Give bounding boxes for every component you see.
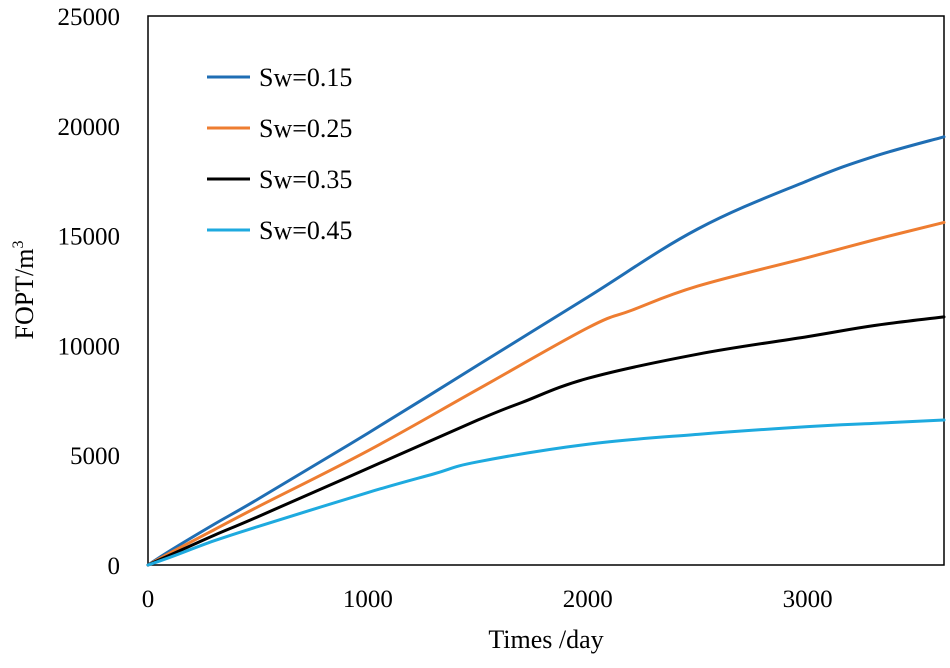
x-tick-label: 1000 [343, 586, 393, 613]
series-line-1 [146, 135, 946, 567]
x-tick-label: 3000 [783, 586, 833, 613]
series-line-3 [146, 315, 946, 567]
y-axis-ticks: 0 5000 10000 15000 20000 25000 [58, 4, 121, 580]
y-tick-label: 5000 [70, 443, 120, 470]
series-layer [146, 135, 946, 567]
x-tick-label: 0 [142, 586, 155, 613]
series-line-2 [146, 220, 946, 567]
legend: Sw=0.15 Sw=0.25 Sw=0.35 Sw=0.45 [207, 63, 352, 245]
legend-label-2: Sw=0.25 [259, 114, 352, 143]
x-axis-ticks: 0 1000 2000 3000 [142, 586, 833, 613]
y-axis-title-main: FOPT/m [10, 248, 39, 339]
legend-label-4: Sw=0.45 [259, 216, 352, 245]
x-axis-title: Times /day [488, 625, 603, 654]
y-axis-title: FOPT/m3 [10, 240, 39, 339]
legend-label-3: Sw=0.35 [259, 165, 352, 194]
y-tick-label: 25000 [58, 4, 121, 31]
y-tick-label: 20000 [58, 114, 121, 141]
y-tick-label: 15000 [58, 224, 121, 251]
y-tick-label: 0 [108, 553, 121, 580]
y-axis-title-superscript: 3 [10, 240, 27, 248]
legend-label-1: Sw=0.15 [259, 63, 352, 92]
y-tick-label: 10000 [58, 333, 121, 360]
series-line-4 [146, 418, 946, 567]
plot-frame [147, 15, 945, 566]
x-tick-label: 2000 [563, 586, 613, 613]
